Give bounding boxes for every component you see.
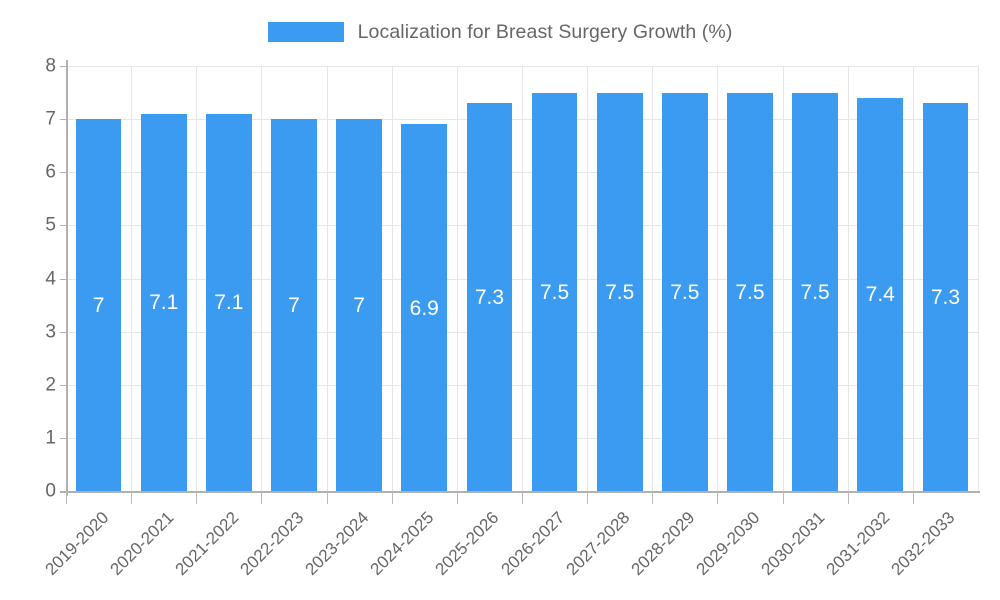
y-axis-tick-label: 3 [45,321,56,343]
y-axis-tick-label: 1 [45,427,56,449]
y-axis-tick-labels: 0 1 2 3 4 5 6 7 8 [0,0,56,600]
bar-value-label: 6.9 [409,296,439,320]
bar-value-label: 7.5 [539,280,570,304]
y-axis-tick-mark [60,384,66,386]
x-axis-tick-mark [912,492,914,504]
x-gridline [456,66,458,491]
y-axis-tick-mark [60,66,66,67]
x-axis-tick-mark [587,492,589,504]
bar[interactable]: 7.3 [922,103,969,491]
bar[interactable]: 7 [271,119,317,491]
bar-value-label: 7.5 [670,280,700,304]
bar[interactable]: 7.5 [792,92,838,491]
bar[interactable]: 7.5 [662,92,708,491]
x-gridline [912,66,914,491]
x-gridline [326,66,328,491]
y-axis-line [66,60,68,496]
chart-legend: Localization for Breast Surgery Growth (… [0,14,1000,50]
bar[interactable]: 7.5 [596,92,643,491]
bar[interactable]: 7.1 [206,113,252,491]
x-axis-tick-mark [456,492,458,504]
x-gridline [782,66,784,491]
x-gridline [847,66,849,491]
x-axis-tick-mark [391,492,393,504]
y-axis-tick-label: 8 [45,55,56,77]
x-axis-tick-mark [131,492,133,504]
x-axis-tick-mark [522,492,523,504]
plot-area: 7 7.1 7.1 7 7 6.9 7.3 7.5 7.5 7.5 7.5 7.5 7.4 7.3 [66,66,979,492]
bar-value-label: 7.3 [474,286,505,310]
bar[interactable]: 7.4 [857,97,904,491]
legend-color-swatch [267,22,344,42]
y-axis-tick-mark [60,119,66,121]
bar-value-label: 7.5 [800,280,830,304]
x-gridline [717,66,719,491]
bar-value-label: 7.3 [930,286,961,310]
bar-value-label: 7.1 [214,291,244,315]
x-gridline [587,66,589,491]
y-axis-tick-label: 0 [45,480,56,502]
bar-value-label: 7.5 [605,280,635,304]
x-gridline [522,66,523,491]
bar-value-label: 7.5 [735,280,765,304]
bar-value-label: 7 [92,294,105,318]
x-gridline [391,66,393,491]
y-axis-tick-label: 5 [45,214,56,236]
bar[interactable]: 7 [336,119,382,491]
y-axis-tick-mark [60,437,66,439]
y-axis-tick-mark [60,172,66,174]
y-axis-tick-mark [60,491,66,492]
x-axis-tick-mark [717,492,719,504]
bar[interactable]: 7.3 [466,103,513,491]
bar-value-label: 7 [353,294,365,318]
x-gridline [261,66,263,491]
x-gridline [131,66,133,491]
x-axis-tick-mark [847,492,849,504]
bar[interactable]: 7.5 [727,92,773,491]
legend-label: Localization for Breast Surgery Growth (… [357,20,733,43]
y-axis-tick-label: 6 [45,161,56,183]
bar[interactable]: 7.5 [531,92,578,491]
x-axis-tick-mark [782,492,784,504]
bar[interactable]: 7.1 [140,113,187,491]
y-axis-tick-label: 4 [45,268,56,289]
x-gridline [978,66,979,491]
y-axis-tick-mark [60,225,66,227]
y-axis-tick-label: 7 [45,108,56,130]
x-gridline [652,66,654,491]
x-axis-tick-mark [196,492,198,504]
x-axis-tick-mark [652,492,654,504]
bar[interactable]: 7 [75,119,122,491]
bar-value-label: 7.1 [149,291,179,315]
x-axis-tick-mark [261,492,263,504]
x-axis-line [60,491,980,493]
y-axis-tick-label: 2 [45,374,56,396]
x-axis-tick-mark [66,492,67,504]
bar-value-label: 7.4 [865,283,895,307]
y-axis-tick-mark [60,278,66,280]
bar[interactable]: 6.9 [401,124,448,491]
x-axis-tick-mark [326,492,328,504]
x-gridline [196,66,198,491]
bar-value-label: 7 [288,294,300,318]
y-axis-tick-mark [60,331,66,333]
